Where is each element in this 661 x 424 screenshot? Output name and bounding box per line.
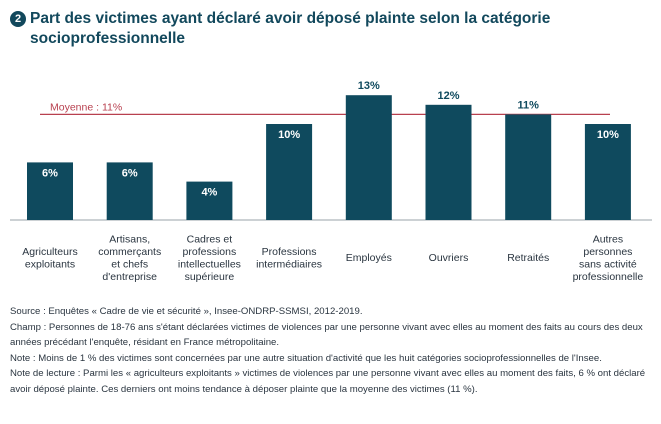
notes-block: Source : Enquêtes « Cadre de vie et sécu… — [10, 304, 655, 397]
bar-1 — [27, 162, 73, 220]
category-label-2: Artisans, commerçants et chefs d'entreprise — [98, 233, 161, 283]
bar-2 — [106, 162, 153, 220]
data-label-5: 13% — [358, 80, 380, 92]
bar-chart: Moyenne : 11% 6% Agriculteurs exploitants 6%… — [10, 80, 652, 283]
data-label-4: 10% — [278, 129, 300, 141]
category-label-3: Cadres et professions intellectuelles supér… — [178, 233, 241, 283]
category-label-6: Ouvriers — [429, 252, 469, 264]
category-label-8: Autres personnes sans activité professionne… — [573, 233, 644, 283]
figure-number-badge: 2 — [10, 11, 26, 27]
bar-4 — [266, 124, 313, 220]
note-champ: Champ : Personnes de 18-76 ans s'étant d… — [10, 321, 643, 349]
category-label-1: Agriculteurs exploitants — [22, 246, 77, 271]
bar-8 — [584, 124, 631, 220]
note-source: Source : Enquêtes « Cadre de vie et sécu… — [10, 306, 363, 317]
bar-6 — [425, 104, 472, 220]
data-label-8: 10% — [597, 129, 619, 141]
category-label-7: Retraités — [507, 252, 549, 264]
data-label-7: 11% — [517, 99, 539, 111]
category-label-4: Professions intermédiaires — [256, 246, 322, 271]
data-label-6: 12% — [437, 90, 459, 102]
note-other: Note : Moins de 1 % des victimes sont co… — [10, 352, 602, 364]
category-label-5: Employés — [346, 252, 392, 264]
data-label-3: 4% — [201, 187, 217, 199]
note-reading: Note de lecture : Parmi les « agriculteu… — [10, 368, 646, 395]
chart-title: Part des victimes ayant déclaré avoir dé… — [30, 10, 551, 47]
bar-3 — [186, 181, 233, 220]
data-label-2: 6% — [122, 167, 138, 179]
bar-5 — [345, 95, 392, 220]
bar-7 — [505, 114, 552, 220]
average-label: Moyenne : 11% — [50, 101, 122, 113]
chart-title-block: 2 Part des victimes ayant déclaré avoir … — [10, 9, 650, 49]
data-label-1: 6% — [42, 167, 58, 179]
